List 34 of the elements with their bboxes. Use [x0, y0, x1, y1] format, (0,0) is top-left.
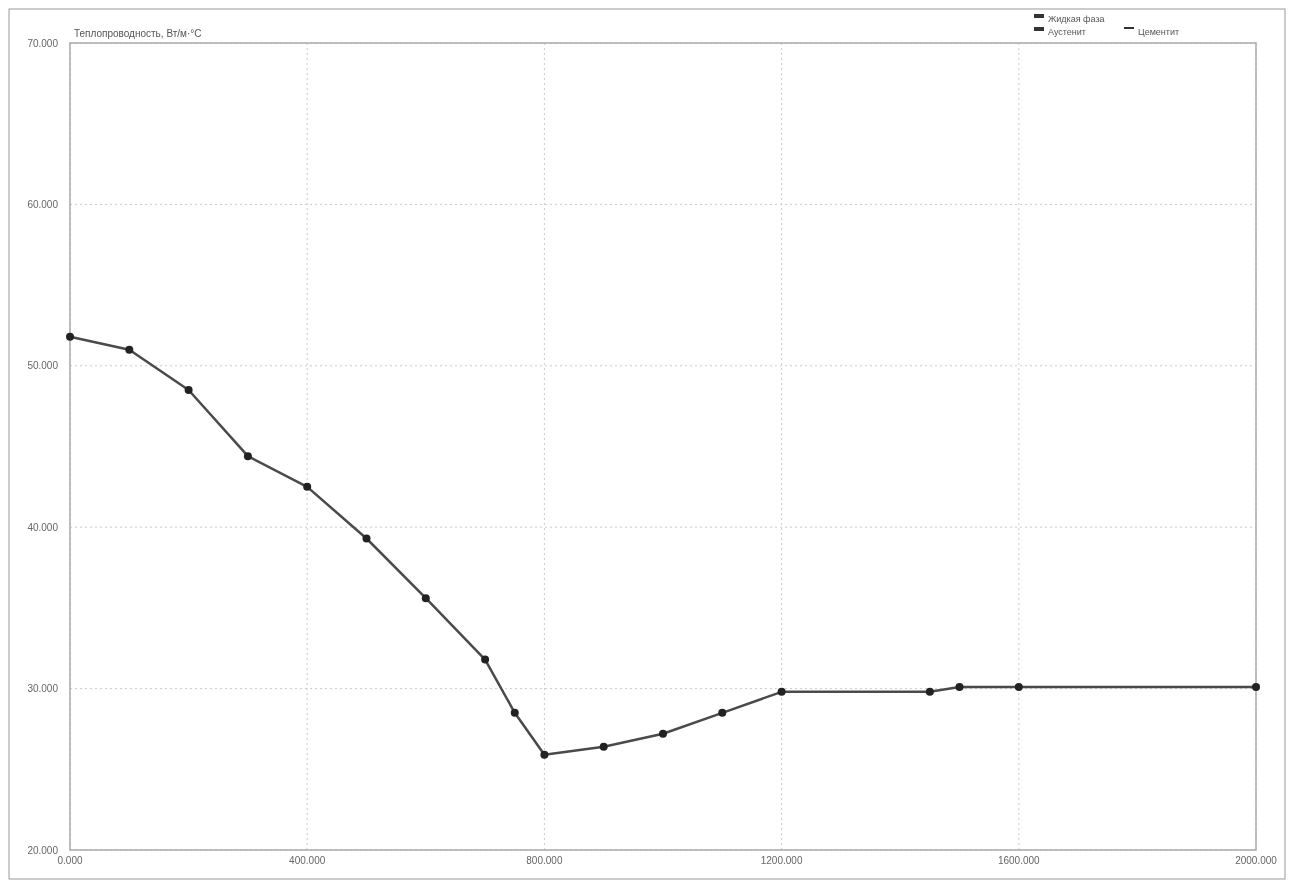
y-tick-label: 20.000 [27, 844, 59, 856]
y-tick-label: 40.000 [27, 521, 59, 533]
point [599, 742, 608, 751]
y-tick-label: 50.000 [27, 360, 59, 372]
point [718, 708, 727, 717]
point [925, 687, 934, 696]
text: Цементит [1138, 27, 1180, 38]
point [243, 452, 252, 461]
x-tick-label: 400.000 [289, 855, 326, 866]
x-tick-label: 1200.000 [760, 855, 803, 866]
x-tick-label: 1600.000 [997, 855, 1041, 866]
point [955, 682, 964, 691]
point [1252, 682, 1260, 691]
point [481, 655, 490, 664]
point [777, 687, 786, 696]
text: Жидкая фаза [1048, 14, 1105, 25]
y-tick-label: 60.000 [27, 198, 59, 210]
point [421, 594, 430, 603]
x-tick-label: 800.000 [526, 855, 563, 866]
point [1014, 682, 1023, 691]
point [184, 386, 193, 395]
point [362, 534, 371, 543]
y-tick-label: 70.000 [27, 37, 59, 49]
point [659, 729, 667, 738]
point [125, 345, 134, 354]
y-tick-label: 30.000 [27, 683, 59, 695]
point [510, 708, 519, 717]
x-tick-label: 0.000 [57, 855, 83, 866]
point [303, 482, 312, 491]
chart-title: Теплопроводность, Вт/м·°С [74, 28, 202, 39]
point [540, 750, 549, 759]
x-tick-label: 2000.000 [1235, 855, 1278, 866]
text: Аустенит [1048, 27, 1086, 38]
point [66, 332, 74, 341]
